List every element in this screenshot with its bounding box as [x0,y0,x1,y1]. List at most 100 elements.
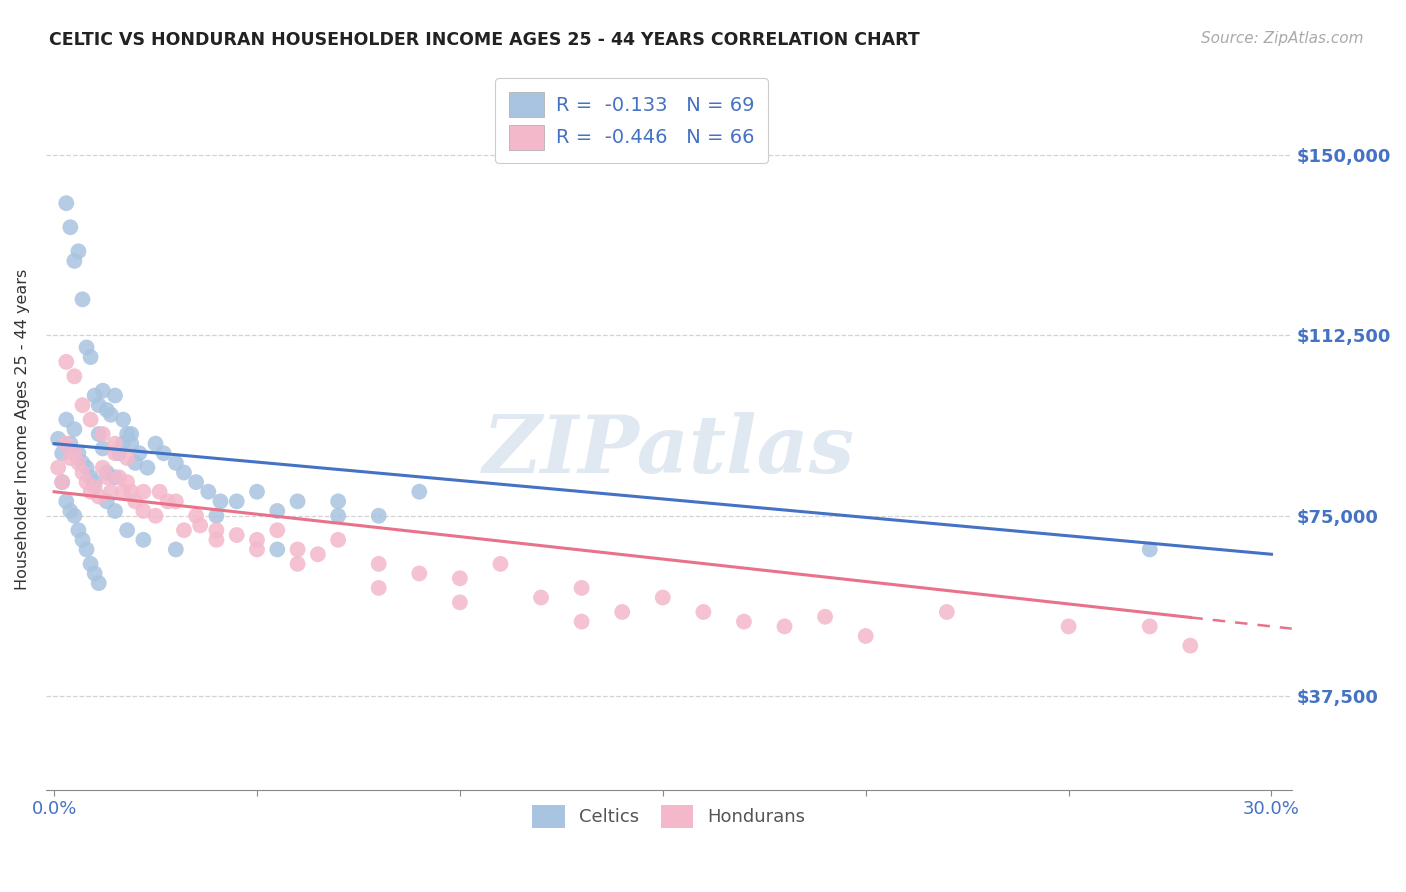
Point [205,508,228,523]
Point [173,466,195,480]
Point [63,422,86,436]
Point [63,369,86,384]
Point [132,504,155,518]
Point [165,456,187,470]
Point [76,341,98,355]
Point [209,494,232,508]
Point [104,436,127,450]
Point [124,494,146,508]
Point [76,542,98,557]
Point [55,494,77,508]
Point [246,542,269,557]
Point [530,591,553,605]
Point [935,605,957,619]
Point [55,436,77,450]
Point [72,456,94,470]
Point [571,615,593,629]
Point [76,460,98,475]
Point [132,533,155,547]
Point [307,547,329,561]
Point [91,427,114,442]
Point [188,518,211,533]
Point [287,542,309,557]
Point [408,484,430,499]
Point [120,436,142,450]
Point [571,581,593,595]
Point [96,494,118,508]
Point [197,484,219,499]
Point [136,460,159,475]
Point [63,508,86,523]
Point [165,542,187,557]
Point [145,508,167,523]
Point [692,605,714,619]
Point [149,484,172,499]
Point [87,490,110,504]
Point [287,494,309,508]
Point [328,533,350,547]
Text: CELTIC VS HONDURAN HOUSEHOLDER INCOME AGES 25 - 44 YEARS CORRELATION CHART: CELTIC VS HONDURAN HOUSEHOLDER INCOME AG… [49,31,920,49]
Point [79,412,101,426]
Point [124,456,146,470]
Point [104,388,127,402]
Point [733,615,755,629]
Point [87,398,110,412]
Point [855,629,877,643]
Point [83,566,105,581]
Point [287,557,309,571]
Point [72,398,94,412]
Point [328,508,350,523]
Point [814,609,837,624]
Point [72,533,94,547]
Point [367,581,389,595]
Point [104,446,127,460]
Text: Source: ZipAtlas.com: Source: ZipAtlas.com [1201,31,1364,46]
Point [266,523,288,537]
Point [120,427,142,442]
Point [83,475,105,489]
Point [59,504,82,518]
Point [79,350,101,364]
Point [83,388,105,402]
Point [87,576,110,591]
Point [72,466,94,480]
Point [449,571,471,585]
Legend: Celtics, Hondurans: Celtics, Hondurans [524,797,813,835]
Point [72,293,94,307]
Point [115,523,138,537]
Point [1139,542,1161,557]
Point [489,557,512,571]
Point [115,475,138,489]
Point [115,451,138,466]
Point [367,508,389,523]
Point [91,384,114,398]
Point [51,475,73,489]
Point [79,557,101,571]
Point [184,508,207,523]
Point [225,528,247,542]
Point [91,442,114,456]
Point [173,523,195,537]
Point [266,504,288,518]
Point [205,533,228,547]
Point [651,591,673,605]
Point [145,436,167,450]
Point [67,523,90,537]
Point [59,436,82,450]
Point [408,566,430,581]
Point [104,470,127,484]
Point [773,619,796,633]
Point [246,484,269,499]
Point [100,408,122,422]
Point [59,451,82,466]
Point [67,446,90,460]
Point [266,542,288,557]
Point [112,412,135,426]
Point [132,484,155,499]
Point [63,446,86,460]
Point [55,196,77,211]
Point [55,412,77,426]
Point [612,605,634,619]
Point [96,470,118,484]
Point [1180,639,1202,653]
